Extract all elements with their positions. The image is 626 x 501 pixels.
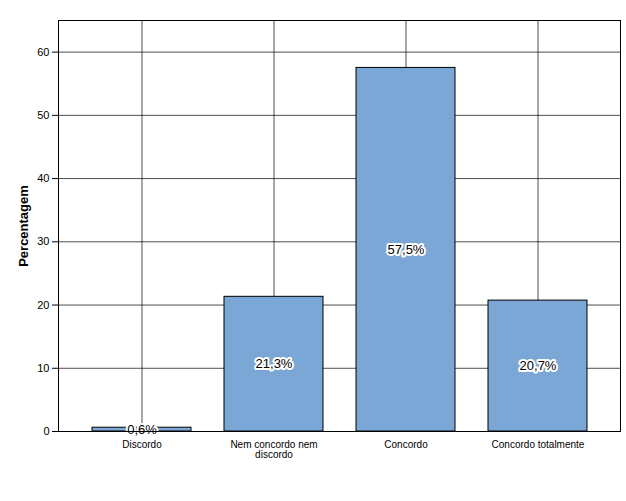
- svg-text:57,5%: 57,5%: [388, 242, 425, 257]
- svg-text:60: 60: [37, 46, 49, 58]
- svg-text:Discordo: Discordo: [122, 439, 162, 450]
- svg-text:21,3%: 21,3%: [256, 356, 293, 371]
- svg-text:10: 10: [37, 362, 49, 374]
- svg-text:Concordo: Concordo: [384, 439, 428, 450]
- svg-text:Concordo totalmente: Concordo totalmente: [492, 439, 585, 450]
- svg-text:Percentagem: Percentagem: [16, 185, 31, 267]
- svg-text:0: 0: [43, 425, 49, 437]
- svg-text:20: 20: [37, 299, 49, 311]
- svg-text:0,6%: 0,6%: [127, 422, 157, 437]
- svg-text:Nem concordo nemdiscordo: Nem concordo nemdiscordo: [230, 439, 317, 460]
- svg-text:40: 40: [37, 172, 49, 184]
- svg-text:50: 50: [37, 109, 49, 121]
- svg-text:30: 30: [37, 235, 49, 247]
- svg-text:20,7%: 20,7%: [520, 358, 557, 373]
